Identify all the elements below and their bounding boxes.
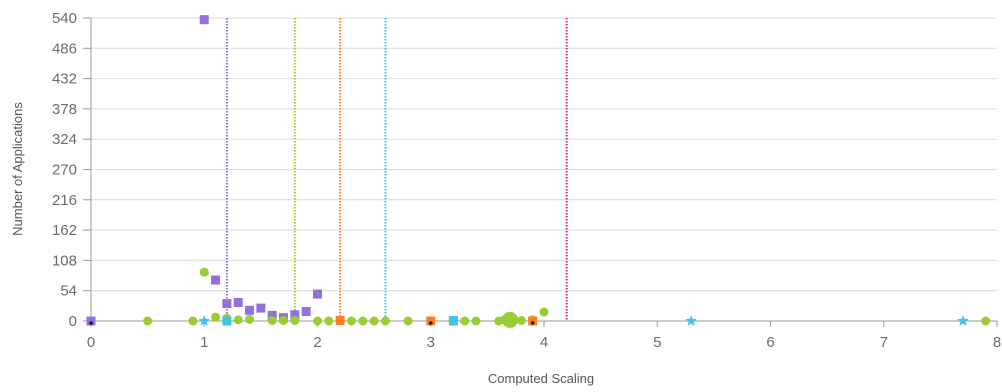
data-point-circle (369, 316, 379, 326)
data-point-dot (428, 321, 433, 325)
data-point-circle (380, 316, 390, 326)
data-point-star (685, 315, 697, 326)
data-point-circle (267, 315, 277, 325)
data-point-circle (346, 316, 356, 326)
data-points (86, 15, 991, 328)
data-point-square (448, 315, 458, 325)
data-point-dot (89, 321, 93, 325)
y-tick-label: 378 (52, 101, 77, 118)
data-point-circle (324, 316, 334, 326)
data-point-square (267, 310, 277, 320)
data-point-square (222, 316, 232, 326)
y-tick-label: 0 (69, 313, 77, 330)
data-point-square (211, 275, 221, 285)
data-point-star (957, 315, 969, 326)
data-point-square (290, 310, 300, 320)
y-tick-label: 270 (52, 162, 77, 179)
y-tick-label: 486 (52, 40, 77, 57)
data-point-square (426, 316, 436, 326)
y-tick-label: 324 (52, 131, 77, 148)
data-point-circle (279, 315, 289, 325)
y-tick-label: 162 (52, 222, 77, 239)
data-point-circle (981, 316, 991, 326)
x-tick-label: 3 (427, 334, 435, 351)
data-point-circle (143, 316, 153, 326)
data-point-circle (188, 316, 198, 326)
x-tick-label: 2 (313, 334, 321, 351)
data-point-square (528, 316, 538, 326)
data-point-square (245, 305, 255, 315)
data-point-circle (516, 315, 526, 325)
y-tick-label: 216 (52, 192, 77, 209)
data-point-circle (502, 311, 519, 328)
x-tick-label: 7 (880, 334, 888, 351)
y-tick-label: 54 (60, 283, 77, 300)
data-point-circle (211, 312, 221, 322)
y-tick-label: 540 (52, 10, 77, 27)
data-point-square (233, 297, 243, 307)
grid (91, 17, 997, 292)
data-point-star (198, 315, 210, 326)
data-point-circle (460, 316, 470, 326)
data-point-square (301, 306, 311, 316)
data-point-square (256, 303, 266, 313)
data-point-square (222, 299, 232, 309)
data-point-square (313, 289, 322, 299)
data-point-circle (245, 314, 255, 324)
x-axis-title: Computed Scaling (488, 371, 594, 386)
x-tick-label: 4 (540, 334, 548, 351)
x-tick-label: 5 (653, 334, 661, 351)
tick-labels: 0 54 108 162 216 270 324 378 432 486 540 0 1 2 3 4 5 6 7 8 (52, 10, 1001, 351)
x-tick-label: 6 (766, 334, 774, 351)
data-point-square (86, 316, 96, 326)
data-point-circle (539, 307, 549, 317)
data-point-circle (233, 315, 243, 325)
data-point-circle (471, 316, 481, 326)
reference-lines (225, 18, 568, 321)
axes (83, 17, 998, 327)
x-tick-label: 1 (200, 334, 208, 351)
data-point-circle (313, 316, 322, 326)
data-point-circle (199, 267, 209, 277)
data-point-circle (290, 315, 300, 325)
data-point-square (199, 15, 209, 25)
y-axis-title: Number of Applications (10, 102, 25, 236)
y-tick-label: 108 (52, 252, 77, 269)
data-point-circle (403, 316, 413, 326)
data-point-dot (530, 321, 535, 325)
data-point-square (335, 315, 345, 325)
y-tick-label: 432 (52, 71, 77, 88)
data-point-circle (358, 316, 368, 326)
x-tick-label: 0 (87, 334, 95, 351)
x-tick-label: 8 (993, 334, 1001, 351)
